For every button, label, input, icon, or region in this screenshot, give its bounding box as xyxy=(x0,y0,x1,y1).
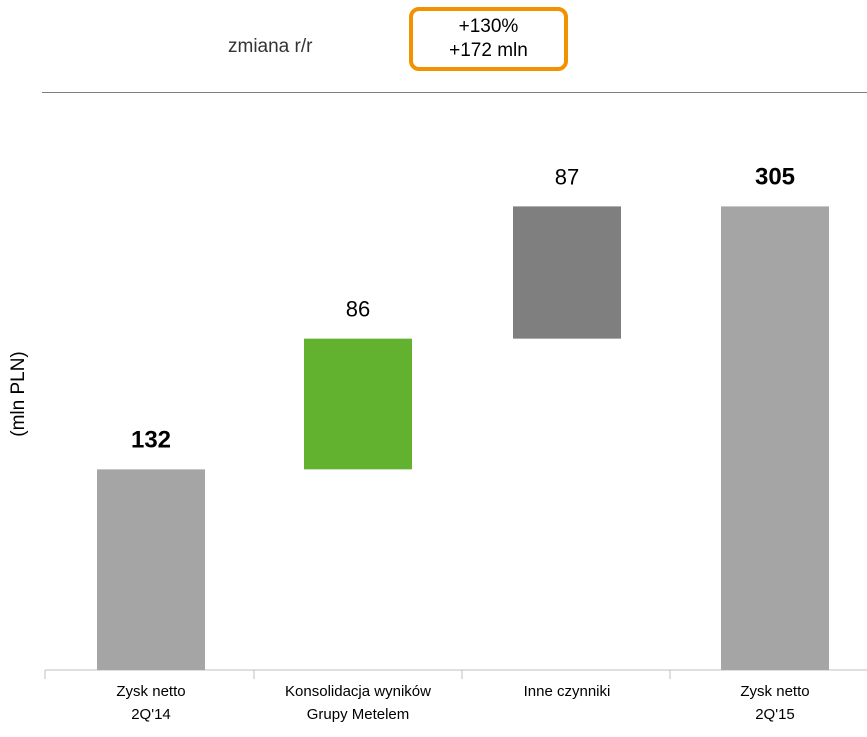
data-label: 132 xyxy=(131,426,171,453)
data-label: 305 xyxy=(755,163,795,190)
x-tick-label: Inne czynniki xyxy=(524,683,611,700)
bar-delta xyxy=(513,206,621,339)
change-label: zmiana r/r xyxy=(228,36,313,57)
change-percent: +130% xyxy=(458,16,519,37)
change-amount: +172 mln xyxy=(449,40,528,61)
data-label: 87 xyxy=(555,164,579,189)
x-tick-label: Grupy Metelem xyxy=(307,706,410,723)
x-tick-label: Zysk netto xyxy=(740,683,809,700)
x-tick-label: 2Q'14 xyxy=(131,706,171,723)
x-tick-label: Zysk netto xyxy=(116,683,185,700)
x-tick-label: 2Q'15 xyxy=(755,706,795,723)
bar-delta xyxy=(304,338,412,470)
bar-total xyxy=(97,469,205,670)
data-label: 86 xyxy=(346,297,370,322)
change-highlight-box: +130% +172 mln xyxy=(409,7,568,71)
header-divider xyxy=(42,92,867,93)
bar-total xyxy=(721,206,829,670)
x-tick-label: Konsolidacja wyników xyxy=(285,683,431,700)
